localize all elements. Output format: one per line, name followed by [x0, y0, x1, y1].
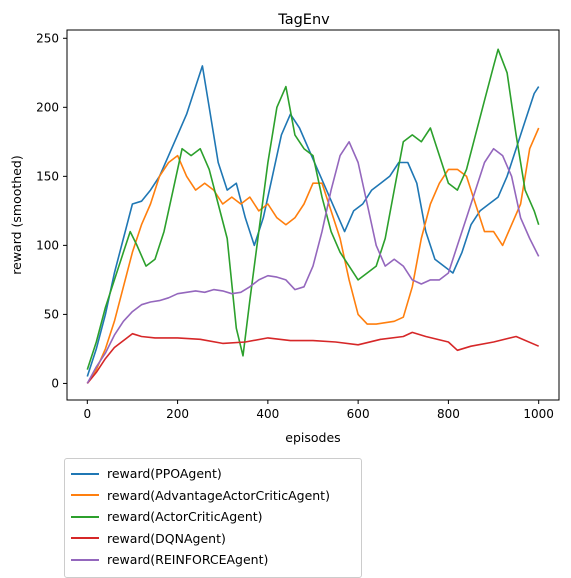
legend-item: reward(PPOAgent) [65, 463, 361, 485]
legend-swatch [71, 494, 99, 497]
series-line-1 [86, 127, 540, 384]
y-tick-label: 0 [51, 376, 59, 390]
legend-label: reward(REINFORCEAgent) [107, 552, 269, 568]
y-tick-label: 100 [36, 238, 59, 252]
x-tick-label: 400 [256, 407, 279, 421]
legend-swatch [71, 558, 99, 561]
legend-swatch [71, 537, 99, 540]
series-line-0 [86, 65, 540, 377]
legend-label: reward(PPOAgent) [107, 466, 222, 482]
y-tick-label: 250 [36, 31, 59, 45]
legend-item: reward(DQNAgent) [65, 528, 361, 550]
legend-swatch [71, 515, 99, 518]
plot-frame [66, 29, 560, 401]
legend-label: reward(ActorCriticAgent) [107, 509, 263, 525]
series-line-3 [86, 331, 540, 384]
legend-item: reward(AdvantageActorCriticAgent) [65, 485, 361, 507]
legend-item: reward(REINFORCEAgent) [65, 549, 361, 571]
plot-series [86, 48, 540, 384]
x-tick-label: 1000 [523, 407, 554, 421]
y-tick-label: 150 [36, 169, 59, 183]
legend: reward(PPOAgent) reward(AdvantageActorCri… [64, 458, 362, 578]
y-axis-label: reward (smoothed) [9, 155, 24, 274]
x-tick-label: 600 [347, 407, 370, 421]
x-tick-label: 200 [166, 407, 189, 421]
y-tick-label: 200 [36, 100, 59, 114]
series-line-2 [86, 48, 540, 370]
chart-title: TagEnv [277, 12, 330, 28]
y-axis: 0 50 100 150 200 250 [36, 31, 67, 390]
legend-item: reward(ActorCriticAgent) [65, 506, 361, 528]
x-axis-label: episodes [285, 430, 340, 445]
x-tick-label: 800 [437, 407, 460, 421]
series-line-4 [86, 141, 540, 384]
y-tick-label: 50 [44, 307, 59, 321]
legend-swatch [71, 472, 99, 475]
legend-label: reward(DQNAgent) [107, 530, 226, 546]
x-axis: 0 200 400 600 800 1000 [83, 400, 554, 421]
legend-label: reward(AdvantageActorCriticAgent) [107, 487, 330, 503]
x-tick-label: 0 [83, 407, 91, 421]
